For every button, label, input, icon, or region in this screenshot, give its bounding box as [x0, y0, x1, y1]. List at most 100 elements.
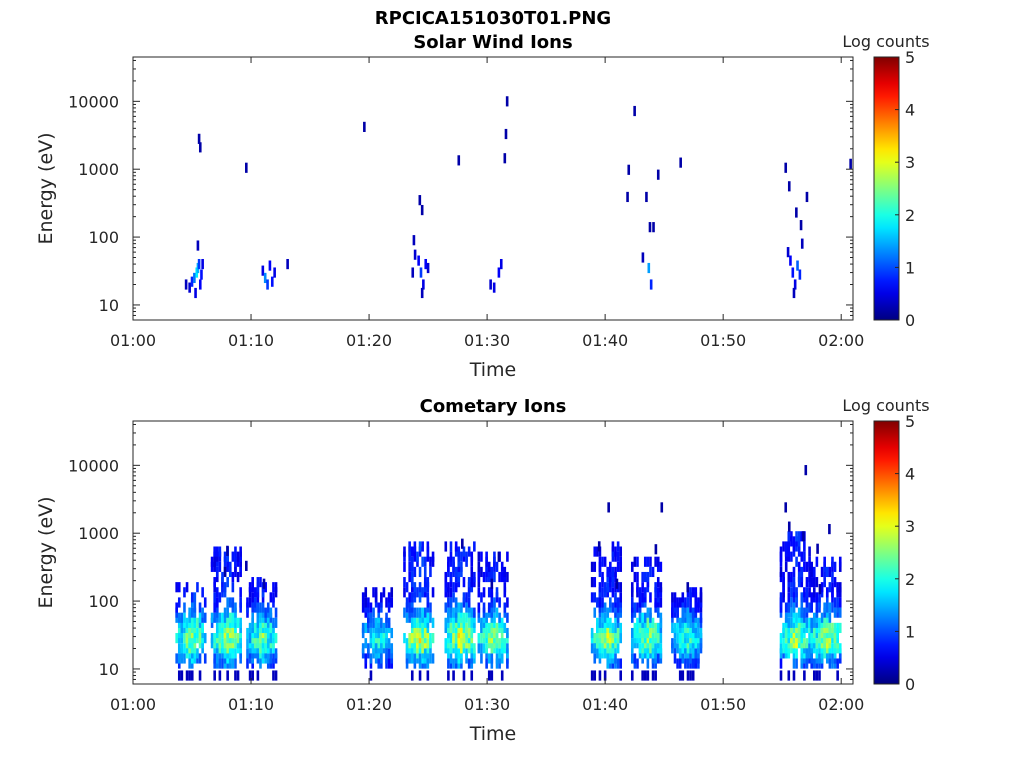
data-cell — [787, 602, 791, 613]
data-cell — [782, 571, 785, 583]
data-cell — [636, 587, 639, 598]
data-cell — [180, 643, 184, 654]
data-cell — [787, 670, 791, 681]
data-cell — [369, 602, 373, 613]
data-cell — [630, 653, 634, 664]
data-cell — [787, 181, 791, 192]
data-cell — [686, 582, 690, 593]
data-cell — [611, 648, 615, 659]
data-cell — [380, 648, 383, 659]
data-cell — [251, 648, 254, 659]
data-cell — [234, 602, 237, 613]
data-cell — [218, 648, 222, 659]
data-cell — [779, 546, 783, 557]
data-cell — [408, 541, 411, 552]
data-cell — [196, 617, 199, 628]
data-cell — [418, 566, 422, 578]
data-cell — [183, 587, 186, 598]
data-cell — [246, 658, 249, 669]
data-cell — [410, 571, 414, 583]
data-cell — [421, 648, 424, 659]
data-cell — [201, 587, 204, 598]
data-cell — [364, 587, 368, 598]
data-cell — [803, 627, 806, 639]
data-cell — [408, 633, 411, 644]
data-cell — [779, 607, 783, 618]
data-cell — [831, 602, 834, 613]
data-cell — [374, 587, 378, 598]
data-cell — [264, 582, 267, 593]
data-cell — [787, 571, 791, 583]
data-cell — [787, 546, 791, 557]
data-cell — [213, 546, 216, 557]
data-cell — [487, 607, 491, 618]
data-cell — [201, 627, 204, 639]
data-cell — [457, 566, 461, 578]
data-cell — [213, 592, 216, 603]
data-cell — [218, 658, 222, 669]
data-cell — [261, 602, 265, 613]
data-cell — [823, 556, 826, 567]
data-cell — [449, 622, 453, 634]
data-cell — [385, 612, 388, 623]
data-cell — [269, 622, 273, 634]
data-cell — [636, 556, 639, 567]
data-cell — [679, 157, 682, 168]
data-cell — [676, 597, 679, 608]
data-cell — [363, 121, 366, 132]
data-cell — [256, 648, 260, 659]
data-cell — [676, 643, 679, 654]
data-cell — [694, 587, 698, 598]
data-cell — [221, 648, 224, 659]
data-cell — [689, 607, 692, 618]
data-cell — [603, 612, 607, 623]
data-cell — [196, 240, 200, 251]
data-cell — [798, 269, 802, 280]
data-cell — [818, 617, 821, 628]
data-cell — [221, 587, 224, 598]
data-cell — [802, 531, 805, 542]
data-cell — [390, 587, 394, 598]
data-cell — [418, 670, 422, 681]
data-cell — [480, 633, 483, 644]
data-cell — [646, 627, 650, 639]
data-cell — [485, 658, 488, 669]
data-cell — [218, 622, 222, 634]
data-cell — [795, 531, 798, 542]
data-cell — [426, 670, 430, 681]
data-cell — [449, 587, 453, 598]
data-cell — [369, 670, 373, 681]
colorbar-tick-label: 3 — [905, 517, 915, 536]
data-cell — [372, 633, 375, 644]
data-cell — [836, 582, 839, 593]
data-cell — [678, 648, 682, 659]
data-cell — [480, 551, 483, 562]
data-cell — [274, 633, 278, 644]
data-cell — [421, 587, 424, 598]
x-tick-label: 01:00 — [110, 695, 156, 714]
data-cell — [228, 627, 232, 639]
data-cell — [410, 670, 414, 681]
data-cell — [263, 272, 267, 284]
data-cell — [487, 627, 491, 639]
data-cell — [487, 587, 491, 598]
data-cell — [630, 597, 634, 608]
data-cell — [485, 551, 488, 562]
data-cell — [503, 602, 507, 613]
data-cell — [180, 648, 184, 659]
data-cell — [810, 592, 813, 603]
x-tick-label: 01:20 — [346, 695, 392, 714]
data-cell — [601, 648, 604, 659]
data-cell — [630, 561, 634, 572]
data-cell — [828, 602, 832, 613]
data-cell — [815, 638, 819, 649]
data-cell — [808, 633, 811, 644]
data-cell — [825, 607, 829, 618]
data-cell — [239, 566, 242, 578]
data-cell — [787, 607, 791, 618]
data-cell — [686, 648, 690, 659]
data-cell — [490, 627, 494, 639]
data-cell — [795, 587, 798, 598]
data-cell — [493, 597, 496, 608]
data-cell — [646, 617, 650, 628]
